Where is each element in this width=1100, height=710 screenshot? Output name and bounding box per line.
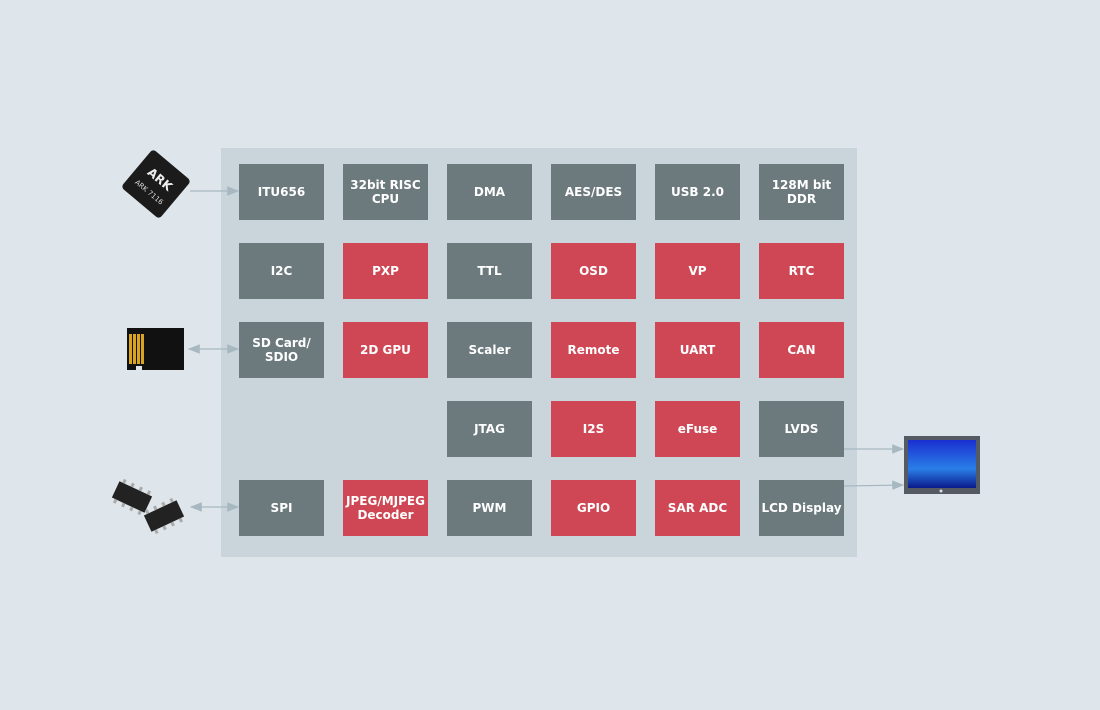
module-itu656: ITU656 (239, 164, 324, 220)
module-32bit-risc-cpu: 32bit RISC CPU (343, 164, 428, 220)
module-rtc: RTC (759, 243, 844, 299)
module-jtag: JTAG (447, 401, 532, 457)
module-efuse: eFuse (655, 401, 740, 457)
module-scaler: Scaler (447, 322, 532, 378)
module-can: CAN (759, 322, 844, 378)
module-usb-2-0: USB 2.0 (655, 164, 740, 220)
module-spi: SPI (239, 480, 324, 536)
module-gpio: GPIO (551, 480, 636, 536)
spi-flash-chips-icon (111, 478, 185, 535)
soc-panel (221, 148, 857, 557)
module-i2c: I2C (239, 243, 324, 299)
module-2d-gpu: 2D GPU (343, 322, 428, 378)
module-pwm: PWM (447, 480, 532, 536)
module-ttl: TTL (447, 243, 532, 299)
module-pxp: PXP (343, 243, 428, 299)
module-grid: ITU656 32bit RISC CPU DMA AES/DES USB 2.0 128… (239, 164, 844, 536)
module-128m-bit-ddr: 128M bit DDR (759, 164, 844, 220)
module-aes-des: AES/DES (551, 164, 636, 220)
lcd-monitor-icon (904, 436, 980, 494)
module-osd: OSD (551, 243, 636, 299)
module-lvds: LVDS (759, 401, 844, 457)
ark7116-chip-icon: ARK ARK 7116 (122, 150, 190, 218)
module-sar-adc: SAR ADC (655, 480, 740, 536)
module-dma: DMA (447, 164, 532, 220)
module-sd-card-sdio: SD Card/ SDIO (239, 322, 324, 378)
module-uart: UART (655, 322, 740, 378)
module-remote: Remote (551, 322, 636, 378)
lcd-to-display-arrow (843, 480, 905, 490)
module-i2s: I2S (551, 401, 636, 457)
module-jpeg-mjpeg-decoder: JPEG/MJPEG Decoder (343, 480, 428, 536)
sd-card-icon (127, 328, 184, 370)
module-vp: VP (655, 243, 740, 299)
module-lcd-display: LCD Display (759, 480, 844, 536)
